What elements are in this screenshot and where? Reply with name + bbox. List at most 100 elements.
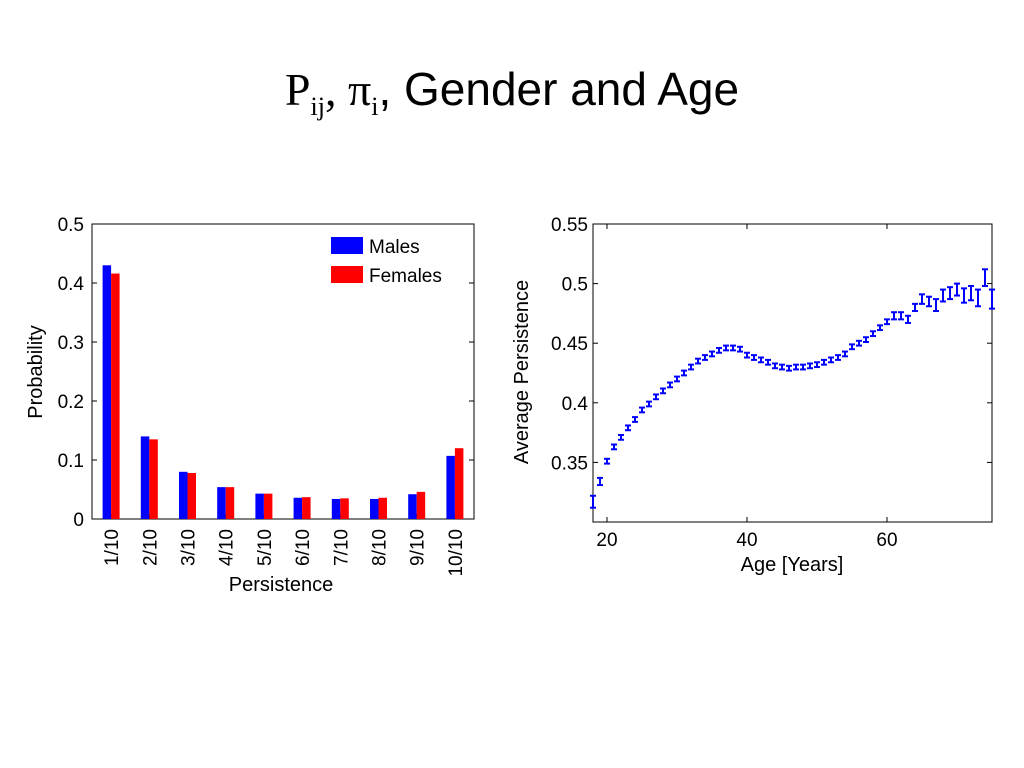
age-ytick-label: 0.5 (562, 275, 588, 296)
age-point-27 (653, 393, 659, 401)
age-point-26 (646, 400, 652, 408)
age-point-48 (800, 363, 806, 371)
age-point-73 (975, 288, 981, 308)
age-point-50 (814, 361, 820, 369)
bar-ytick-label: 0.4 (58, 274, 85, 295)
age-point-63 (905, 314, 911, 324)
bar-xtick-label: 4/10 (217, 529, 238, 566)
age-point-57 (863, 336, 869, 344)
bar-females-5 (263, 493, 273, 519)
bar-females-10 (454, 448, 464, 519)
bar-xtick-label: 7/10 (331, 529, 352, 566)
bar-females-3 (187, 472, 196, 519)
age-ytick-label: 0.35 (551, 453, 588, 474)
bar-males-6 (293, 497, 303, 519)
age-ytick-label: 0.55 (551, 215, 588, 236)
age-point-61 (891, 311, 897, 321)
age-point-32 (688, 363, 694, 371)
age-point-20 (604, 457, 610, 465)
age-point-34 (702, 354, 708, 361)
bar-xtick-label: 9/10 (408, 529, 429, 566)
age-point-52 (828, 356, 834, 364)
age-point-28 (660, 387, 666, 395)
age-point-33 (695, 357, 701, 365)
bar-xtick-label: 2/10 (140, 529, 161, 566)
age-ytick-label: 0.4 (562, 394, 589, 415)
bar-xtick-label: 1/10 (102, 529, 123, 566)
age-point-53 (835, 354, 841, 361)
bar-xtick-label: 8/10 (370, 529, 391, 566)
age-point-71 (961, 287, 967, 304)
age-point-62 (898, 311, 904, 321)
age-point-40 (744, 351, 750, 359)
age-point-47 (793, 363, 799, 371)
age-point-23 (625, 424, 631, 432)
age-point-70 (954, 282, 960, 297)
age-xtick-label: 60 (876, 530, 897, 551)
age-ytick-label: 0.45 (551, 334, 588, 355)
bar-males-1 (102, 265, 112, 519)
age-point-49 (807, 362, 813, 370)
bar-xtick-label: 5/10 (255, 529, 276, 566)
age-point-22 (618, 433, 624, 441)
bar-males-2 (140, 436, 150, 519)
bar-males-9 (408, 494, 417, 519)
persistence-bar-chart: 0 0.1 0.2 0.3 0.4 0.5 1/10 2/10 3/10 4/10 5/10 6/1… (25, 215, 475, 596)
legend-swatch-females (331, 266, 363, 283)
age-point-54 (842, 350, 848, 358)
age-point-38 (730, 344, 736, 352)
bar-males-10 (446, 455, 455, 519)
age-point-29 (667, 381, 673, 389)
age-point-74 (982, 268, 988, 287)
age-plot-frame (592, 223, 993, 523)
bar-xtick-label: 10/10 (446, 529, 467, 577)
age-point-30 (674, 375, 680, 383)
bar-plot-frame (91, 223, 475, 520)
age-point-31 (681, 369, 687, 377)
age-point-60 (884, 318, 890, 326)
age-persistence-chart: 0.35 0.4 0.45 0.5 0.55 20 40 60 Average Persist… (511, 215, 995, 576)
age-point-72 (968, 284, 974, 302)
title-ij: ij (310, 92, 325, 121)
bar-xtick-label: 3/10 (179, 529, 200, 566)
slide-title: Pij, πi, Gender and Age (0, 62, 1024, 122)
legend-label-males: Males (369, 237, 420, 258)
age-point-39 (737, 345, 743, 353)
age-point-46 (786, 364, 792, 372)
age-point-56 (856, 339, 862, 347)
title-sep: , (324, 64, 348, 115)
bar-ytick-label: 0.1 (58, 451, 84, 472)
legend-swatch-males (331, 237, 363, 254)
bar-females-6 (302, 497, 311, 519)
bar-ytick-label: 0.3 (58, 333, 84, 354)
age-point-35 (709, 350, 715, 358)
bar-males-3 (179, 471, 188, 519)
bar-females-9 (416, 491, 426, 519)
bar-males-4 (217, 487, 226, 519)
age-xtick-label: 20 (596, 530, 617, 551)
title-p: P (284, 64, 311, 115)
bar-ylabel: Probability (25, 325, 47, 418)
age-point-24 (632, 416, 638, 423)
age-point-55 (849, 343, 855, 351)
age-point-41 (751, 354, 757, 361)
age-point-68 (940, 288, 946, 303)
age-point-51 (821, 358, 827, 366)
age-point-43 (765, 358, 771, 366)
age-point-59 (877, 324, 883, 332)
age-point-67 (933, 298, 939, 313)
age-xtick-label: 40 (736, 530, 757, 551)
age-point-45 (779, 363, 785, 371)
age-point-19 (597, 476, 603, 487)
age-point-65 (919, 293, 925, 305)
bar-males-7 (331, 498, 341, 519)
age-point-58 (870, 330, 876, 338)
title-i: i (371, 92, 379, 121)
bar-legend: Males Females (331, 237, 442, 287)
title-pi: π (347, 64, 372, 115)
age-point-69 (947, 286, 953, 301)
bar-xlabel: Persistence (229, 574, 334, 596)
bar-males-5 (255, 493, 264, 519)
bar-females-1 (111, 273, 120, 519)
legend-label-females: Females (369, 266, 442, 287)
